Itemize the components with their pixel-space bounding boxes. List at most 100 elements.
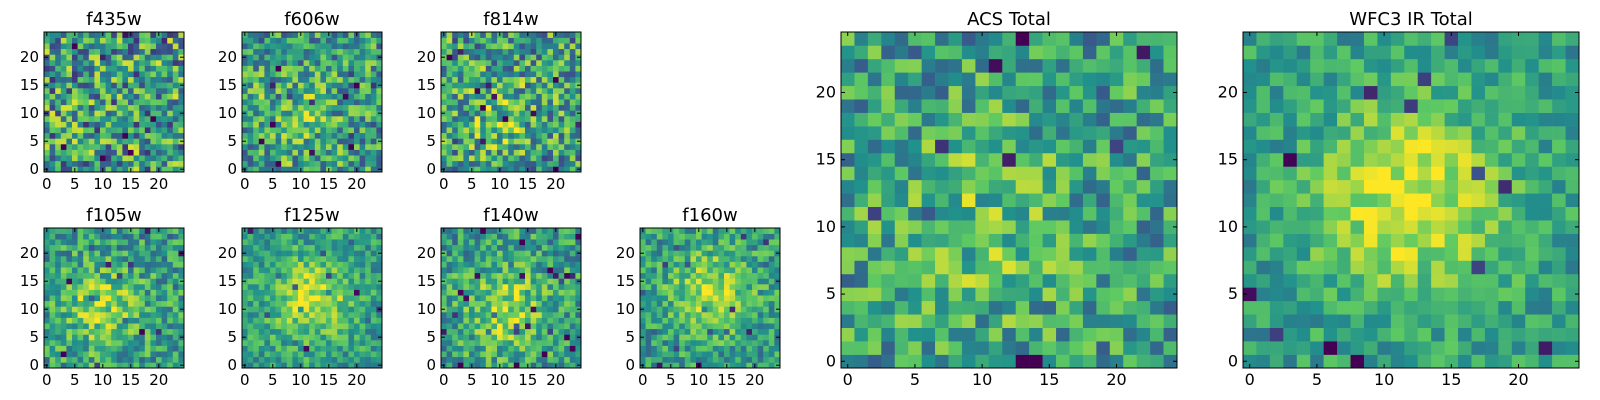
heatmap-cell	[139, 239, 146, 246]
heatmap-cell	[376, 121, 383, 128]
heatmap-cell	[547, 328, 554, 335]
heatmap-cell	[1123, 206, 1137, 221]
heatmap-cell	[281, 345, 288, 352]
x-tick-label: 0	[439, 371, 449, 389]
heatmap-cell	[49, 289, 56, 296]
heatmap-cell	[342, 278, 349, 285]
heatmap-cell	[88, 244, 95, 251]
heatmap-cell	[105, 121, 112, 128]
heatmap-cell	[525, 127, 531, 134]
heatmap-cell	[485, 256, 492, 262]
heatmap-cell	[281, 300, 288, 307]
heatmap-cell	[729, 362, 736, 369]
heatmap-cell	[258, 54, 265, 61]
heatmap-cell	[975, 206, 990, 221]
heatmap-cell	[491, 334, 498, 341]
heatmap-cell	[564, 328, 571, 335]
heatmap-cell	[264, 295, 271, 302]
heatmap-cell	[894, 247, 909, 261]
heatmap-cell	[253, 351, 260, 358]
heatmap-cell	[105, 93, 112, 100]
heatmap-cell	[172, 65, 179, 72]
heatmap-cell	[508, 116, 515, 122]
heatmap-cell	[94, 289, 101, 296]
heatmap-cell	[446, 328, 453, 335]
heatmap-cell	[72, 233, 78, 240]
heatmap-cell	[768, 272, 775, 279]
heatmap-cell	[690, 267, 697, 274]
heatmap-cell	[348, 99, 355, 106]
heatmap-cell	[264, 82, 271, 89]
heatmap-cell	[774, 284, 781, 290]
heatmap-cell	[72, 43, 78, 50]
heatmap-cell	[441, 48, 447, 55]
heatmap-cell	[1150, 193, 1164, 208]
heatmap-cell	[156, 334, 162, 341]
heatmap-cell	[1015, 287, 1030, 302]
heatmap-cell	[83, 228, 90, 234]
heatmap-cell	[60, 295, 67, 302]
heatmap-cell	[60, 362, 67, 369]
heatmap-cell	[485, 93, 492, 100]
heatmap-cell	[645, 312, 652, 318]
heatmap-cell	[309, 138, 316, 145]
heatmap-cell	[178, 93, 185, 100]
heatmap-cell	[326, 99, 332, 106]
heatmap-cell	[502, 261, 509, 268]
heatmap-cell	[281, 127, 288, 134]
heatmap-cell	[497, 323, 503, 330]
heatmap-cell	[365, 284, 372, 290]
heatmap-cell	[298, 340, 304, 346]
heatmap-cell	[491, 284, 498, 290]
heatmap-cell	[161, 93, 168, 100]
heatmap-cell	[270, 356, 276, 363]
heatmap-cell	[77, 132, 84, 139]
heatmap-cell	[541, 144, 548, 150]
heatmap-cell	[656, 278, 663, 285]
heatmap-cell	[281, 155, 288, 162]
heatmap-cell	[491, 340, 498, 346]
heatmap-cell	[894, 354, 909, 369]
heatmap-cell	[668, 334, 674, 341]
heatmap-cell	[491, 228, 498, 234]
heatmap-cell	[558, 306, 565, 313]
heatmap-cell	[72, 289, 78, 296]
y-tick-label: 20	[616, 244, 635, 262]
heatmap-cell	[298, 127, 304, 134]
heatmap-cell	[133, 104, 140, 111]
y-tick-label: 5	[426, 132, 436, 150]
heatmap-cell	[370, 144, 377, 150]
heatmap-cell	[105, 37, 112, 44]
heatmap-cell	[88, 334, 95, 341]
heatmap-cell	[253, 60, 260, 66]
heatmap-cell	[133, 256, 140, 262]
heatmap-cell	[111, 104, 118, 111]
heatmap-cell	[309, 317, 316, 324]
heatmap-cell	[474, 278, 481, 285]
heatmap-cell	[948, 233, 963, 248]
heatmap-cell	[547, 104, 554, 111]
heatmap-cell	[55, 104, 62, 111]
heatmap-cell	[752, 233, 758, 240]
heatmap-cell	[763, 267, 770, 274]
heatmap-cell	[480, 289, 487, 296]
heatmap-cell	[150, 323, 157, 330]
heatmap-cell	[768, 228, 775, 234]
heatmap-cell	[463, 278, 470, 285]
heatmap-cell	[320, 284, 327, 290]
heatmap-cell	[253, 160, 260, 167]
heatmap-cell	[156, 71, 162, 78]
heatmap-cell	[497, 328, 503, 335]
heatmap-cell	[1042, 166, 1057, 181]
heatmap-cell	[354, 149, 360, 156]
heatmap-cell	[359, 328, 366, 335]
heatmap-cell	[354, 37, 360, 44]
heatmap-cell	[105, 110, 112, 117]
heatmap-cell	[513, 345, 520, 352]
heatmap-cell	[354, 138, 360, 145]
heatmap-cell	[281, 250, 288, 257]
heatmap-cell	[474, 160, 481, 167]
heatmap-cell	[553, 88, 559, 94]
heatmap-cell	[88, 88, 95, 94]
heatmap-cell	[122, 93, 129, 100]
